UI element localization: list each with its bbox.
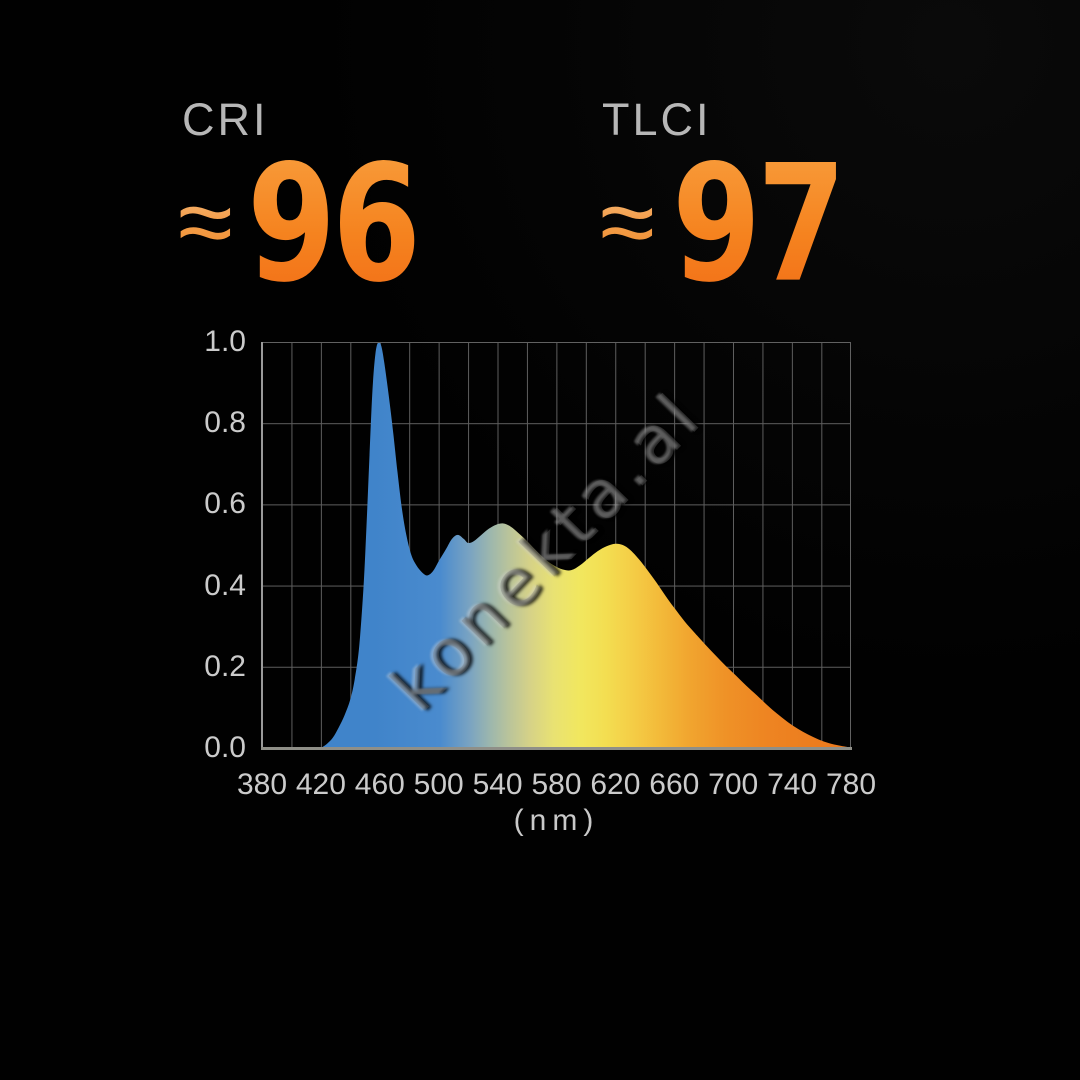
axis-spine-left — [261, 342, 263, 748]
axis-spine-right — [850, 342, 851, 748]
cri-approx-symbol: ≈ — [178, 166, 233, 278]
plot-area: 1.0 0.8 0.6 0.4 0.2 0.0 380 420 460 500 540 580 620… — [204, 327, 876, 836]
y-tick-label: 0.4 — [204, 568, 246, 602]
tlci-approx-symbol: ≈ — [600, 166, 655, 278]
x-tick-label: 700 — [708, 768, 759, 801]
tlci-value: 97 — [672, 130, 846, 319]
axis-spine-top — [262, 342, 851, 343]
cri-label: CRI — [182, 94, 269, 145]
y-tick-label: 0.0 — [204, 731, 246, 764]
x-axis-unit-label: (nm) — [513, 804, 600, 837]
x-tick-label: 780 — [825, 768, 877, 801]
x-tick-label: 380 — [236, 768, 288, 801]
x-tick-label: 580 — [531, 768, 582, 801]
spectrum-area-chart — [262, 341, 851, 748]
y-tick-label: 0.2 — [204, 649, 246, 683]
y-tick-label: 0.6 — [204, 487, 246, 521]
x-tick-label: 660 — [649, 768, 700, 801]
x-tick-label: 740 — [767, 768, 818, 801]
y-tick-label: 0.8 — [204, 406, 246, 440]
cri-value: 96 — [247, 130, 421, 319]
tlci-label: TLCI — [602, 94, 712, 145]
x-tick-label: 620 — [590, 768, 641, 801]
spectrum-area-path — [320, 341, 851, 748]
x-tick-label: 500 — [413, 768, 464, 801]
x-tick-label: 460 — [354, 768, 405, 801]
x-tick-label: 540 — [472, 768, 523, 801]
axis-spine-bottom — [261, 747, 852, 750]
x-tick-label: 420 — [295, 768, 346, 801]
y-tick-label: 1.0 — [204, 325, 246, 358]
